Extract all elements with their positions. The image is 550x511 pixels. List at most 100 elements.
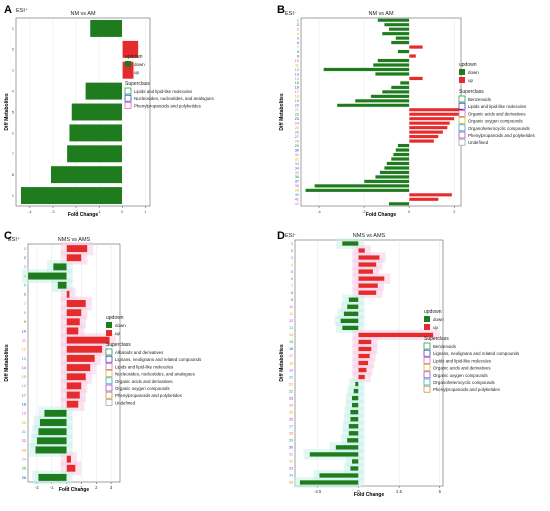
legend-title-updown: updown bbox=[106, 315, 124, 321]
category-label: 5 bbox=[297, 36, 299, 40]
legend-label-up: up bbox=[115, 331, 121, 336]
category-label: 30 bbox=[289, 446, 293, 450]
bar bbox=[44, 409, 67, 418]
x-tick-label: 1 bbox=[80, 485, 83, 490]
panel-letter: B bbox=[277, 4, 285, 16]
bar bbox=[348, 297, 359, 303]
bar bbox=[382, 31, 410, 36]
bar bbox=[409, 76, 423, 81]
legend-label-superclass: Organic oxygen compounds bbox=[433, 373, 488, 378]
legend-label-down: down bbox=[134, 62, 145, 67]
bar bbox=[363, 179, 410, 184]
x-axis-title: Fold Change bbox=[366, 212, 396, 218]
legend-title-updown: updown bbox=[125, 54, 143, 60]
bar bbox=[358, 332, 434, 338]
category-label: 4 bbox=[12, 89, 15, 94]
category-label: 27 bbox=[289, 425, 293, 429]
category-label: 18 bbox=[289, 361, 293, 365]
esi-mode-label: ESI⁻ bbox=[285, 233, 297, 239]
legend-swatch-superclass bbox=[105, 355, 113, 363]
category-label: 20 bbox=[289, 375, 293, 379]
bar bbox=[50, 165, 123, 184]
category-label: 27 bbox=[295, 135, 299, 139]
bar bbox=[409, 130, 444, 134]
category-label: 12 bbox=[295, 68, 299, 72]
bar bbox=[358, 248, 366, 253]
category-label: 24 bbox=[22, 457, 26, 461]
category-label: 26 bbox=[289, 417, 293, 421]
category-label: 1 bbox=[297, 19, 299, 23]
esi-mode-label: ESI⁻ bbox=[285, 11, 297, 17]
bar bbox=[351, 402, 359, 408]
category-label: 33 bbox=[295, 162, 299, 166]
legend-label-superclass: Lipids and lipid-like molecules bbox=[468, 104, 527, 109]
category-label: 6 bbox=[297, 41, 299, 45]
bar bbox=[66, 382, 82, 390]
bar bbox=[409, 116, 455, 121]
category-label: 9 bbox=[24, 320, 26, 324]
bar bbox=[38, 427, 67, 436]
category-label: 28 bbox=[295, 139, 299, 143]
category-label: 10 bbox=[22, 329, 26, 333]
bar bbox=[66, 400, 79, 408]
category-label: 9 bbox=[12, 193, 15, 198]
category-label: 23 bbox=[22, 448, 26, 452]
bar bbox=[342, 241, 359, 246]
category-label: 37 bbox=[295, 180, 299, 184]
bar bbox=[409, 197, 439, 202]
category-label: 28 bbox=[289, 432, 293, 436]
bar bbox=[358, 353, 370, 359]
bar bbox=[346, 437, 359, 443]
category-label: 22 bbox=[289, 389, 293, 393]
category-label: 13 bbox=[289, 326, 293, 330]
legend-swatch-superclass bbox=[458, 95, 466, 103]
bar bbox=[358, 374, 366, 380]
legend-label-superclass: Organic oxygen compounds bbox=[468, 119, 523, 124]
legend-swatch-superclass bbox=[124, 102, 132, 109]
panel-a: A NM vs AM ESI⁺ -4 -3 -2 -1 0 1 1 2 3 4 5 6 7 8 9 Fold Ch… bbox=[0, 0, 275, 230]
bar bbox=[409, 107, 464, 112]
legend-swatch-superclass bbox=[105, 377, 113, 385]
y-axis-title: Diff Metabolites bbox=[4, 93, 10, 130]
x-tick-label: 1 bbox=[144, 210, 146, 214]
bar bbox=[66, 345, 103, 353]
legend-label-down: down bbox=[433, 317, 444, 322]
bar bbox=[409, 134, 439, 139]
category-label: 39 bbox=[295, 189, 299, 193]
legend-swatch-superclass bbox=[458, 131, 466, 139]
category-label: 8 bbox=[291, 291, 293, 295]
bar bbox=[66, 464, 76, 472]
legend-swatch-superclass bbox=[458, 117, 466, 124]
legend-swatch-superclass bbox=[105, 363, 113, 370]
legend-label-superclass: Organoheterocyclic compounds bbox=[433, 380, 496, 385]
legend-label-superclass: Phenylpropanoids and polyketides bbox=[433, 387, 501, 392]
legend-swatch-down bbox=[106, 322, 112, 328]
x-tick-label: 5 bbox=[439, 489, 442, 494]
bar bbox=[391, 157, 410, 161]
chart-title: NMS vs AMS bbox=[58, 237, 91, 243]
legend-label-superclass: Phenylpropanoids and polyketides bbox=[115, 393, 183, 398]
bar bbox=[393, 152, 410, 157]
category-label: 22 bbox=[295, 113, 299, 117]
category-label: 29 bbox=[295, 144, 299, 148]
legend-swatch-superclass bbox=[423, 378, 431, 386]
bar bbox=[358, 339, 372, 345]
bar bbox=[409, 125, 448, 130]
category-label: 14 bbox=[289, 333, 293, 337]
bar bbox=[358, 269, 374, 275]
category-label: 7 bbox=[12, 151, 15, 156]
category-label: 36 bbox=[295, 175, 299, 179]
category-label: 21 bbox=[295, 108, 299, 112]
legend-label-superclass: Nucleosides, nucleotides, and analogues bbox=[115, 372, 196, 377]
category-label: 14 bbox=[22, 366, 26, 370]
category-label: 1 bbox=[24, 247, 26, 251]
category-label: 5 bbox=[291, 270, 293, 274]
x-axis-title: Fold Change bbox=[68, 212, 98, 218]
x-tick-label: -2 bbox=[35, 485, 39, 490]
legend-swatch-superclass bbox=[105, 384, 113, 392]
x-tick-label: 2 bbox=[453, 210, 455, 214]
category-label: 1 bbox=[12, 26, 15, 31]
bar bbox=[66, 318, 81, 326]
